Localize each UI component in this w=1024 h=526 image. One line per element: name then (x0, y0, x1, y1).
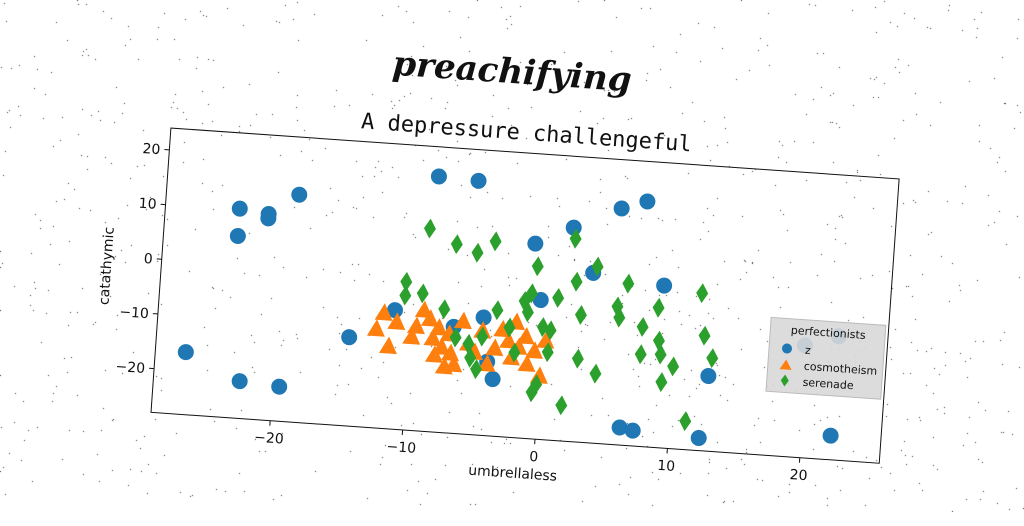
point-z-4 (229, 227, 246, 244)
x-axis-label: umbrellaless (468, 463, 558, 485)
point-cosmotheism-1 (367, 319, 386, 337)
point-serenade-7 (438, 299, 451, 320)
point-serenade-35 (622, 273, 635, 294)
plot-marks (174, 151, 857, 456)
chart-container: A depressure challengeful −20 −10 0 10 20 −2… (17, 64, 943, 526)
y-axis: −20 −10 0 10 20 (115, 140, 170, 377)
point-z-1 (470, 172, 487, 189)
point-serenade-40 (654, 344, 667, 365)
legend: perfectionists z cosmotheism serenade (766, 317, 886, 399)
scatter-chart: A depressure challengeful −20 −10 0 10 20 −2… (17, 64, 943, 526)
point-serenade-3 (489, 231, 502, 252)
point-z-3 (231, 200, 248, 217)
point-serenade-25 (551, 288, 564, 309)
point-serenade-46 (706, 348, 719, 369)
point-z-2 (177, 344, 194, 361)
x-tick-label-1: −10 (386, 439, 417, 457)
point-serenade-32 (589, 363, 602, 384)
y-tick-label-4: 20 (142, 141, 161, 158)
point-serenade-28 (570, 271, 583, 292)
y-tick-label-2: 0 (143, 251, 153, 268)
point-z-16 (527, 235, 544, 252)
point-serenade-39 (652, 330, 665, 351)
point-z-15 (484, 371, 501, 388)
point-z-29 (822, 427, 839, 444)
point-serenade-30 (571, 348, 584, 369)
y-tick-label-3: 10 (138, 196, 157, 213)
y-tick-label-0: −20 (115, 359, 146, 377)
point-serenade-0 (423, 218, 436, 239)
point-serenade-19 (531, 256, 544, 277)
point-serenade-2 (471, 242, 484, 263)
point-serenade-36 (636, 317, 649, 338)
chart-title: A depressure challengeful (360, 109, 692, 157)
point-cosmotheism-2 (379, 336, 398, 354)
point-serenade-5 (399, 285, 412, 306)
point-z-23 (700, 368, 717, 385)
point-z-21 (639, 193, 656, 210)
point-z-20 (613, 200, 630, 217)
y-axis-label: catathymic (96, 226, 117, 305)
point-serenade-44 (696, 283, 709, 304)
point-z-22 (656, 277, 673, 294)
point-serenade-37 (634, 344, 647, 365)
point-serenade-45 (698, 325, 711, 346)
x-tick-label-4: 20 (789, 467, 808, 484)
legend-label-z: z (804, 344, 811, 357)
point-z-10 (341, 329, 358, 346)
point-serenade-43 (679, 411, 692, 432)
point-serenade-1 (450, 234, 463, 255)
x-tick-label-2: 0 (529, 449, 539, 466)
point-serenade-26 (555, 395, 568, 416)
point-serenade-41 (655, 372, 668, 393)
point-serenade-13 (491, 300, 504, 321)
point-serenade-29 (574, 305, 587, 326)
point-serenade-38 (652, 297, 665, 318)
point-serenade-42 (666, 356, 679, 377)
x-tick-label-3: 10 (657, 458, 676, 475)
point-z-8 (231, 373, 248, 390)
point-z-7 (291, 186, 308, 203)
y-tick-label-1: −10 (119, 304, 150, 322)
point-z-26 (690, 429, 707, 446)
x-tick-label-0: −20 (254, 430, 285, 448)
point-z-9 (271, 378, 288, 395)
point-z-0 (430, 168, 447, 185)
point-serenade-6 (416, 283, 429, 304)
